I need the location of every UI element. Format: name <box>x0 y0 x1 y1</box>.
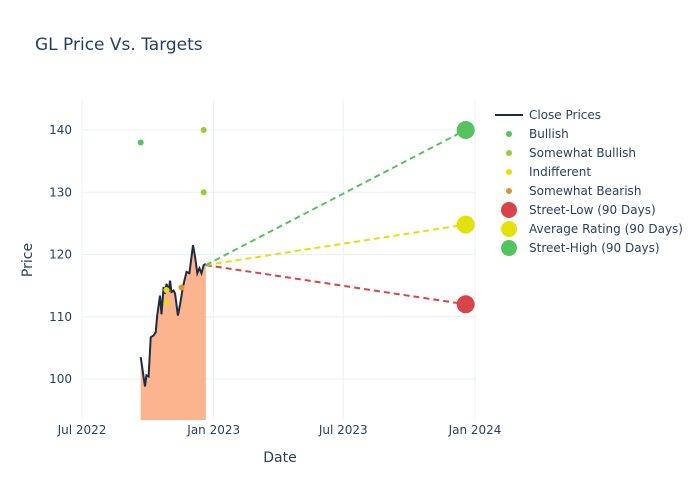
street-low-days-target-marker <box>456 295 475 314</box>
x-axis-label: Date <box>263 450 296 466</box>
somewhat-bullish-rating-point <box>200 127 207 133</box>
legend-rating-label: Somewhat Bearish <box>529 184 641 198</box>
x-tick-label: Jan 2023 <box>186 423 240 437</box>
street-high-days-target-marker <box>456 121 475 139</box>
indifferent-rating-point <box>163 286 170 293</box>
legend-close-prices-label: Close Prices <box>529 108 601 122</box>
y-tick-label: 140 <box>49 123 72 137</box>
legend-target-label: Street-Low (90 Days) <box>529 203 656 217</box>
legend-target-swatch <box>501 240 517 256</box>
legend-target-label: Average Rating (90 Days) <box>529 222 683 236</box>
legend-target-swatch <box>501 202 517 218</box>
y-axis-label: Price <box>20 243 36 277</box>
bullish-rating-point <box>137 139 144 146</box>
somewhat-bearish-rating-point <box>178 284 185 291</box>
close-price-area <box>140 245 206 420</box>
somewhat-bullish-rating-point <box>200 189 207 196</box>
x-tick-label: Jul 2022 <box>57 423 107 437</box>
legend-rating-label: Bullish <box>529 127 569 141</box>
chart-title: GL Price Vs. Targets <box>35 35 203 55</box>
street-low-days-target-line <box>205 264 466 306</box>
x-tick-label: Jul 2023 <box>318 423 368 437</box>
average-rating-days-target-line <box>205 223 466 267</box>
legend-rating-swatch <box>506 188 512 194</box>
y-tick-label: 130 <box>49 185 72 199</box>
legend-target-swatch <box>501 221 517 237</box>
average-rating-days-target-marker <box>456 215 475 234</box>
legend-rating-swatch <box>506 169 512 175</box>
y-tick-label: 120 <box>49 248 72 262</box>
x-tick-label: Jan 2024 <box>448 423 502 437</box>
indifferent-rating-point <box>163 299 170 306</box>
close-price-line <box>139 245 207 387</box>
y-tick-label: 100 <box>49 372 72 386</box>
legend-rating-swatch <box>506 131 512 137</box>
street-high-days-target-line <box>205 129 467 266</box>
legend-rating-label: Indifferent <box>529 165 591 179</box>
y-tick-label: 110 <box>49 310 72 324</box>
legend-rating-label: Somewhat Bullish <box>529 146 636 160</box>
legend-rating-swatch <box>506 150 512 156</box>
legend-target-label: Street-High (90 Days) <box>529 241 660 255</box>
